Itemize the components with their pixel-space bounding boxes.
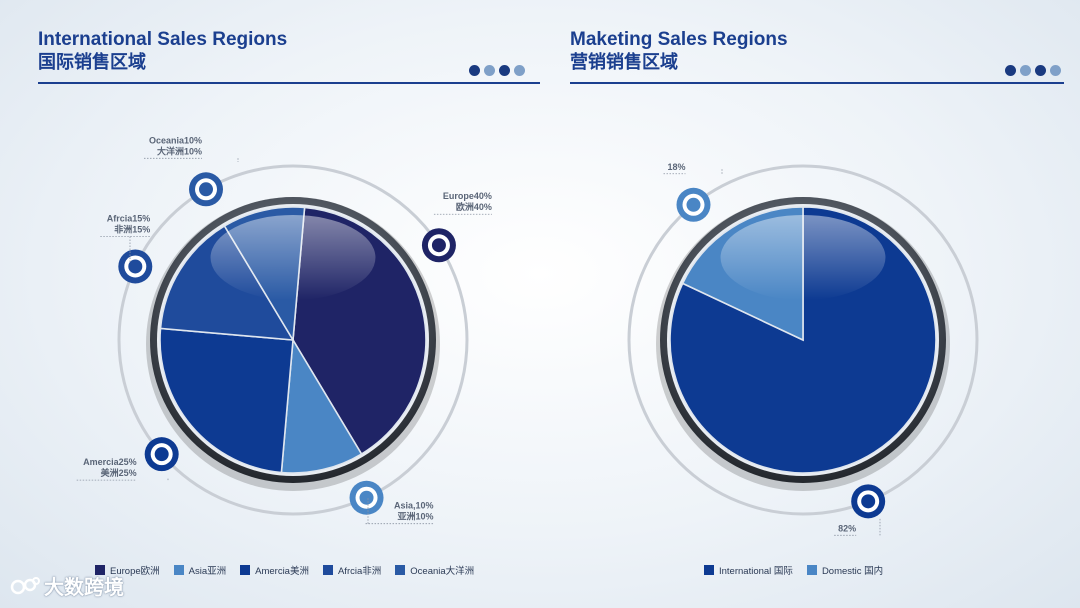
header-dot xyxy=(469,65,480,76)
annotation-leader xyxy=(100,236,151,262)
watermark-logo-icon xyxy=(10,576,40,594)
annotation-europe: 欧洲40% xyxy=(456,201,492,212)
right-title-en: Maketing Sales Regions xyxy=(570,29,788,50)
legend-label: Afrcia非洲 xyxy=(337,566,382,577)
legend-item-domestic: Domestic 国内 xyxy=(806,563,884,577)
pie-slice-afrcia xyxy=(159,224,295,341)
legend-item-international: International 国际 xyxy=(704,563,793,577)
marker-core xyxy=(686,197,701,212)
annotation-afrcia: 非洲15% xyxy=(114,223,150,234)
pie-slice-amercia xyxy=(159,327,294,474)
marker-core xyxy=(359,490,374,505)
annotation-leader xyxy=(144,157,239,162)
header-dot xyxy=(484,65,495,76)
legend-swatch xyxy=(95,565,105,575)
legend-swatch xyxy=(322,565,333,575)
marker-core xyxy=(128,259,143,274)
annotation-oceania: 大洋洲10% xyxy=(157,145,202,156)
annotation-leader xyxy=(76,478,169,481)
left-title-en: International Sales Regions xyxy=(38,29,288,50)
header-dot xyxy=(1035,65,1046,76)
right-header-dots xyxy=(1005,65,1061,76)
watermark: 大数跨境 xyxy=(10,571,124,600)
pie-gloss xyxy=(720,214,886,301)
legend-label: Oceania大洋洲 xyxy=(410,566,475,577)
pie-chart-international: Europe40%欧洲40% Asia,10%亚洲10% Amercia25%美洲2… xyxy=(76,135,492,525)
left-header-rule xyxy=(38,82,540,84)
annotation-leader xyxy=(834,518,881,536)
legend-swatch xyxy=(806,565,817,575)
legend-item-amercia: Amercia美洲 xyxy=(240,563,309,577)
legend-item-asia: Asia亚洲 xyxy=(173,563,227,577)
pie-slice-asia xyxy=(280,337,363,474)
legend-marketing: International 国际 Domestic 国内 xyxy=(704,563,883,577)
right-panel-header: Maketing Sales Regions 营销销售区域 xyxy=(570,28,788,73)
annotation-oceania: Oceania10% xyxy=(149,135,202,145)
pie-chart-marketing: 82% 18% xyxy=(627,162,979,536)
legend-swatch xyxy=(395,565,406,575)
annotation-leader xyxy=(663,168,723,175)
orbit-ring xyxy=(117,164,469,516)
legend-swatch xyxy=(240,565,251,575)
marker-core xyxy=(861,494,876,509)
left-header-dots xyxy=(469,65,525,76)
legend-item-europe: Europe欧洲 xyxy=(95,563,160,577)
annotation-asia: Asia,10% xyxy=(394,501,434,511)
legend-label: Amercia美洲 xyxy=(255,566,309,577)
header-dot xyxy=(1020,65,1031,76)
legend-label: Domestic 国内 xyxy=(821,566,884,577)
marker-core xyxy=(431,238,446,253)
watermark-text: 大数跨境 xyxy=(44,577,124,599)
left-panel-header: International Sales Regions 国际销售区域 xyxy=(38,28,287,73)
legend-international: Europe欧洲 Asia亚洲 Amercia美洲 Afrcia非洲 Oceania大洋… xyxy=(95,563,474,577)
marker-core xyxy=(199,182,213,197)
legend-swatch xyxy=(704,565,714,575)
legend-item-afrcia: Afrcia非洲 xyxy=(322,563,382,577)
legend-swatch xyxy=(173,565,184,575)
legend-label: International 国际 xyxy=(719,566,793,577)
annotation-amercia: 美洲25% xyxy=(101,467,137,478)
left-title-cn: 国际销售区域 xyxy=(38,52,146,72)
header-dot xyxy=(1005,65,1016,76)
legend-label: Europe欧洲 xyxy=(110,566,160,577)
annotation-asia: 亚洲10% xyxy=(398,512,434,522)
annotation-europe: Europe40% xyxy=(443,191,492,201)
header-dot xyxy=(514,65,525,76)
marker-core xyxy=(154,447,169,462)
annotation-leader xyxy=(365,498,434,525)
annotation-amercia: Amercia25% xyxy=(83,457,137,467)
annotation-afrcia: Afrcia15% xyxy=(107,213,151,223)
annotation-domestic: 18% xyxy=(667,162,685,172)
header-dot xyxy=(1050,65,1061,76)
pie-gloss xyxy=(210,214,376,301)
legend-label: Asia亚洲 xyxy=(188,566,227,577)
right-title-cn: 营销销售区域 xyxy=(570,52,678,72)
annotation-international: 82% xyxy=(838,523,856,533)
right-header-rule xyxy=(570,82,1064,84)
header-dot xyxy=(499,65,510,76)
orbit-ring xyxy=(627,164,979,516)
legend-item-oceania: Oceania大洋洲 xyxy=(395,563,474,577)
